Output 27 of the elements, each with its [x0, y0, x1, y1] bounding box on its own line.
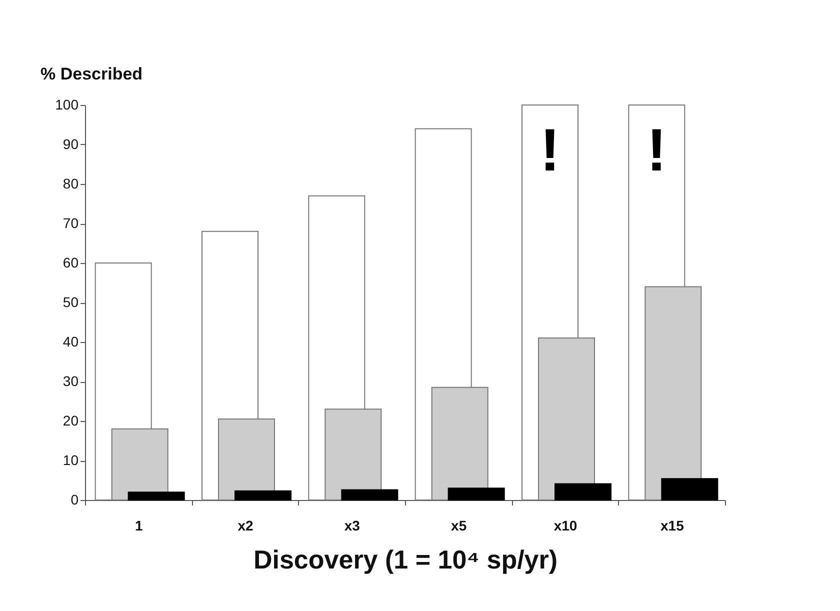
y-tick-label: 70: [62, 215, 79, 231]
y-tick-label: 90: [62, 136, 79, 152]
bar: [448, 488, 505, 500]
x-tick-label: x10: [554, 518, 578, 534]
bar: [554, 483, 612, 500]
y-tick-label: 10: [62, 452, 79, 468]
y-tick-label: 60: [62, 254, 79, 270]
y-axis-title: % Described: [40, 64, 143, 84]
x-tick-label: x5: [451, 518, 467, 534]
y-tick-label: 80: [62, 176, 79, 192]
y-tick-label: 100: [55, 96, 79, 112]
bar: [661, 478, 718, 500]
y-tick-label: 0: [70, 492, 79, 508]
x-tick-label: x2: [238, 518, 254, 534]
bar: [341, 489, 398, 500]
annotation: !: [540, 116, 560, 184]
y-tick-label: 40: [62, 334, 79, 350]
x-tick-label: x3: [344, 518, 360, 534]
x-tick-label: x15: [660, 518, 684, 534]
bar: [128, 492, 185, 500]
y-tick-label: 20: [62, 412, 79, 428]
y-tick-label: 30: [62, 373, 79, 389]
bar: [234, 490, 292, 500]
y-tick-label: 50: [62, 294, 79, 310]
x-axis-title: Discovery (1 = 10⁴ sp/yr): [253, 544, 558, 574]
annotation: !: [646, 116, 667, 184]
x-tick-label: 1: [134, 518, 143, 534]
